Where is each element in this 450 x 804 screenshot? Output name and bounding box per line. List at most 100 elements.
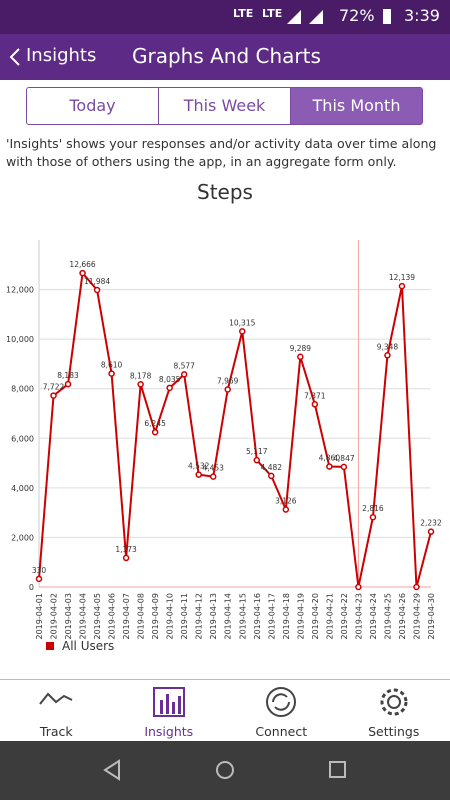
data-point bbox=[429, 529, 434, 534]
data-label: 5,117 bbox=[246, 447, 268, 456]
nav-label: Insights bbox=[113, 724, 226, 739]
x-tick-label: 2019-04-22 bbox=[340, 593, 349, 640]
x-tick-label: 2019-04-07 bbox=[122, 593, 131, 640]
x-tick-label: 2019-04-26 bbox=[398, 593, 407, 640]
x-tick-label: 2019-04-13 bbox=[209, 593, 218, 640]
back-button[interactable] bbox=[105, 761, 119, 779]
data-point bbox=[414, 585, 419, 590]
data-point bbox=[124, 555, 129, 560]
x-tick-label: 2019-04-12 bbox=[195, 593, 204, 640]
data-point bbox=[95, 287, 100, 292]
tab[interactable]: Today bbox=[27, 88, 158, 124]
y-tick-label: 10,000 bbox=[6, 335, 34, 344]
data-label: 4,453 bbox=[202, 464, 224, 473]
data-label: 9,348 bbox=[377, 342, 399, 351]
data-point bbox=[211, 474, 216, 479]
nav-label: Connect bbox=[225, 724, 338, 739]
data-label: 2,816 bbox=[362, 504, 384, 513]
recents-button[interactable] bbox=[330, 762, 345, 777]
data-point bbox=[399, 284, 404, 289]
tab[interactable]: This Month bbox=[290, 88, 422, 124]
page-title: Graphs And Charts bbox=[132, 44, 321, 68]
chart-title: Steps bbox=[197, 180, 253, 204]
back-arrow[interactable] bbox=[9, 47, 21, 67]
x-tick-label: 2019-04-20 bbox=[311, 593, 320, 640]
nav-label: Settings bbox=[338, 724, 450, 739]
x-tick-label: 2019-04-25 bbox=[383, 593, 392, 640]
x-tick-label: 2019-04-10 bbox=[166, 593, 175, 640]
data-label: 2,232 bbox=[420, 519, 442, 528]
network-label: LTE bbox=[262, 7, 282, 20]
nav-item[interactable]: Insights bbox=[113, 680, 226, 742]
nav-icon bbox=[263, 686, 299, 718]
y-tick-label: 0 bbox=[29, 583, 34, 592]
data-label: 1,173 bbox=[115, 545, 137, 554]
data-point bbox=[153, 430, 158, 435]
data-point bbox=[341, 464, 346, 469]
data-point bbox=[385, 353, 390, 358]
battery-label: 72% bbox=[339, 6, 375, 25]
legend-swatch bbox=[46, 642, 54, 650]
y-tick-label: 8,000 bbox=[11, 385, 34, 394]
data-point bbox=[80, 271, 85, 276]
data-label: 7,969 bbox=[217, 376, 239, 385]
data-point bbox=[254, 458, 259, 463]
y-tick-label: 12,000 bbox=[6, 286, 34, 295]
data-point bbox=[225, 387, 230, 392]
nav-label: Track bbox=[0, 724, 113, 739]
back-label[interactable]: Insights bbox=[26, 45, 96, 66]
data-label: 12,666 bbox=[69, 260, 95, 269]
data-label: 4,847 bbox=[333, 454, 355, 463]
x-tick-label: 2019-04-16 bbox=[253, 593, 262, 640]
y-tick-label: 2,000 bbox=[11, 533, 34, 542]
x-tick-label: 2019-04-21 bbox=[325, 593, 334, 640]
system-nav-bar bbox=[0, 741, 450, 800]
tab[interactable]: This Week bbox=[158, 88, 290, 124]
x-tick-label: 2019-04-30 bbox=[427, 593, 436, 640]
data-point bbox=[298, 354, 303, 359]
data-point bbox=[283, 507, 288, 512]
data-label: 7,722 bbox=[43, 383, 65, 392]
x-tick-label: 2019-04-18 bbox=[282, 593, 291, 640]
data-label: 8,610 bbox=[101, 361, 123, 370]
data-point bbox=[356, 585, 361, 590]
chart: Steps 0 2,000 4,000 6,000 8,000 10,000 12,000 2… bbox=[0, 180, 450, 675]
signal-icons bbox=[287, 8, 327, 26]
x-tick-label: 2019-04-15 bbox=[238, 593, 247, 640]
description: 'Insights' shows your responses and/or a… bbox=[6, 135, 446, 171]
battery-icon bbox=[382, 7, 392, 25]
x-tick-label: 2019-04-09 bbox=[151, 593, 160, 640]
network-label: LTE bbox=[233, 7, 253, 20]
y-tick-label: 4,000 bbox=[11, 484, 34, 493]
x-tick-label: 2019-04-11 bbox=[180, 593, 189, 640]
data-point bbox=[327, 464, 332, 469]
clock: 3:39 bbox=[404, 6, 440, 25]
x-tick-label: 2019-04-24 bbox=[369, 593, 378, 640]
x-tick-label: 2019-04-06 bbox=[108, 593, 117, 640]
data-point bbox=[182, 372, 187, 377]
x-tick-label: 2019-04-04 bbox=[79, 593, 88, 640]
data-label: 3,126 bbox=[275, 497, 297, 506]
y-tick-label: 6,000 bbox=[11, 434, 34, 443]
data-point bbox=[312, 402, 317, 407]
data-point bbox=[138, 382, 143, 387]
home-button[interactable] bbox=[217, 762, 233, 778]
nav-item[interactable]: Track bbox=[0, 680, 113, 742]
nav-item[interactable]: Connect bbox=[225, 680, 338, 742]
data-label: 8,577 bbox=[173, 361, 195, 370]
data-point bbox=[51, 393, 56, 398]
x-tick-label: 2019-04-01 bbox=[35, 593, 44, 640]
data-label: 10,315 bbox=[229, 318, 255, 327]
data-label: 8,183 bbox=[57, 371, 79, 380]
header: Insights Graphs And Charts bbox=[0, 34, 450, 80]
data-point bbox=[66, 382, 71, 387]
data-label: 11,984 bbox=[84, 277, 110, 286]
data-point bbox=[370, 515, 375, 520]
data-label: 6,245 bbox=[144, 419, 166, 428]
nav-item[interactable]: Settings bbox=[338, 680, 450, 742]
data-label: 4,482 bbox=[261, 463, 283, 472]
nav-icon bbox=[376, 686, 412, 718]
